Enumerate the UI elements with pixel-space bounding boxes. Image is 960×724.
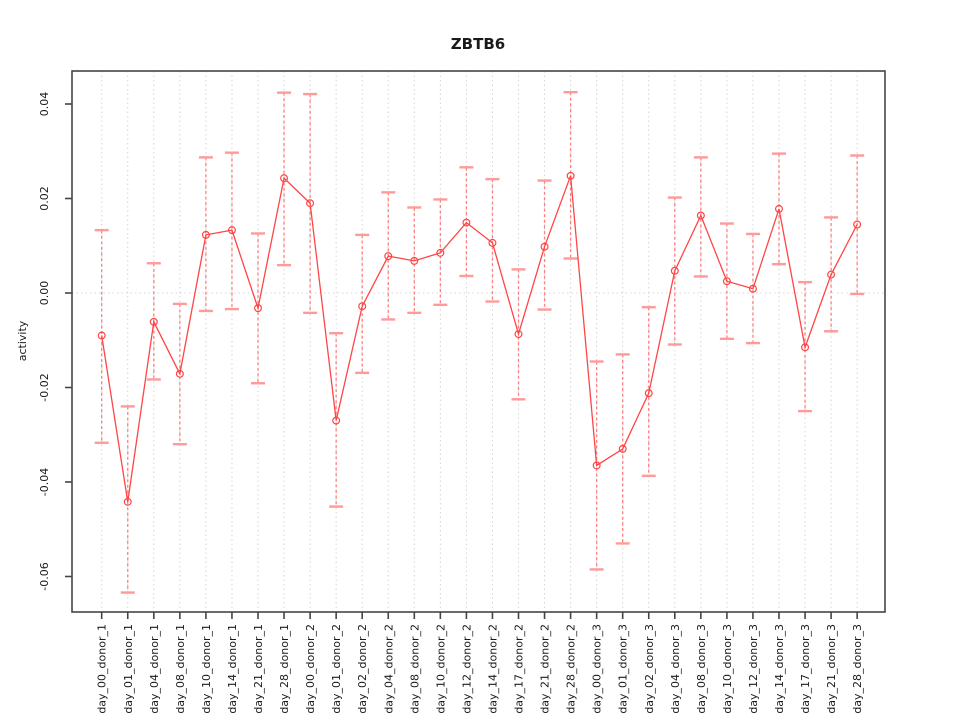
data-point [410,256,419,265]
x-tick-label: day_08_donor_1 [174,624,187,714]
data-point [696,211,705,220]
data-point [358,302,367,311]
x-tick-label: day_14_donor_1 [226,624,239,714]
data-point [827,270,836,279]
data-point [514,330,523,339]
x-tick-label: day_12_donor_2 [460,624,473,714]
data-point [175,369,184,378]
x-tick-label: day_10_donor_2 [434,624,447,714]
data-point [97,331,106,340]
data-point [306,199,315,208]
plot-frame [71,70,886,613]
data-point [280,174,289,183]
x-tick-label: day_12_donor_3 [747,624,760,714]
x-tick-label: day_21_donor_1 [252,624,265,714]
x-tick-label: day_28_donor_2 [565,624,578,714]
x-tick-label: day_08_donor_2 [408,624,421,714]
x-tick-label: day_14_donor_3 [773,624,786,714]
x-tick-label: day_21_donor_2 [539,624,552,714]
data-point [670,266,679,275]
data-points [97,171,862,506]
gridlines [72,71,885,612]
y-axis: 0.04 0.02 0.00 -0.02 -0.04 -0.06 [38,92,72,591]
data-point [853,220,862,229]
x-tick-label: day_04_donor_3 [669,624,682,714]
data-point [644,389,653,398]
x-tick-label: day_02_donor_3 [643,624,656,714]
x-tick-label: day_21_donor_3 [825,624,838,714]
y-tick-label: -0.06 [38,562,51,590]
x-tick-label: day_14_donor_2 [486,624,499,714]
x-tick-label: day_17_donor_3 [799,624,812,714]
x-tick-label: day_08_donor_3 [695,624,708,714]
chart-generated: 0.04 0.02 0.00 -0.02 -0.04 -0.06 day_00_donor_… [38,70,886,714]
data-point [149,317,158,326]
x-tick-label: day_00_donor_3 [591,624,604,714]
x-tick-label: day_04_donor_2 [382,624,395,714]
x-tick-label: day_02_donor_2 [356,624,369,714]
x-tick-label: day_01_donor_3 [617,624,630,714]
series-line [101,175,858,502]
data-point [201,230,210,239]
y-axis-label: activity [16,320,29,361]
x-tick-label: day_00_donor_1 [96,624,109,714]
data-point [592,461,601,470]
x-tick-label: day_01_donor_2 [330,624,343,714]
x-tick-label: day_17_donor_2 [513,624,526,714]
y-tick-label: 0.04 [38,92,51,117]
y-tick-label: -0.02 [38,373,51,401]
error-bars [94,90,865,594]
data-point [566,171,575,180]
series-polyline [101,175,858,502]
x-tick-label: day_10_donor_3 [721,624,734,714]
data-point [801,343,810,352]
data-point [462,218,471,227]
data-point [123,497,132,506]
data-point [254,304,263,313]
data-point [436,248,445,257]
data-point [332,416,341,425]
x-tick-label: day_00_donor_2 [304,624,317,714]
x-tick-label: day_04_donor_1 [148,624,161,714]
data-point [488,238,497,247]
x-axis: day_00_donor_1 day_01_donor_1 day_04_donor… [96,612,864,714]
data-point [540,242,549,251]
data-point [618,444,627,453]
y-tick-label: -0.04 [38,468,51,496]
y-tick-label: 0.02 [38,186,51,211]
y-tick-label: 0.00 [38,281,51,306]
data-point [384,252,393,261]
data-point [774,204,783,213]
x-tick-label: day_28_donor_1 [278,624,291,714]
data-point [722,277,731,286]
x-tick-label: day_28_donor_3 [851,624,864,714]
data-point [748,284,757,293]
plot-box [71,70,886,613]
x-tick-label: day_10_donor_1 [200,624,213,714]
chart-title: ZBTB6 [451,35,505,53]
x-tick-label: day_01_donor_1 [122,624,135,714]
data-point [227,226,236,235]
